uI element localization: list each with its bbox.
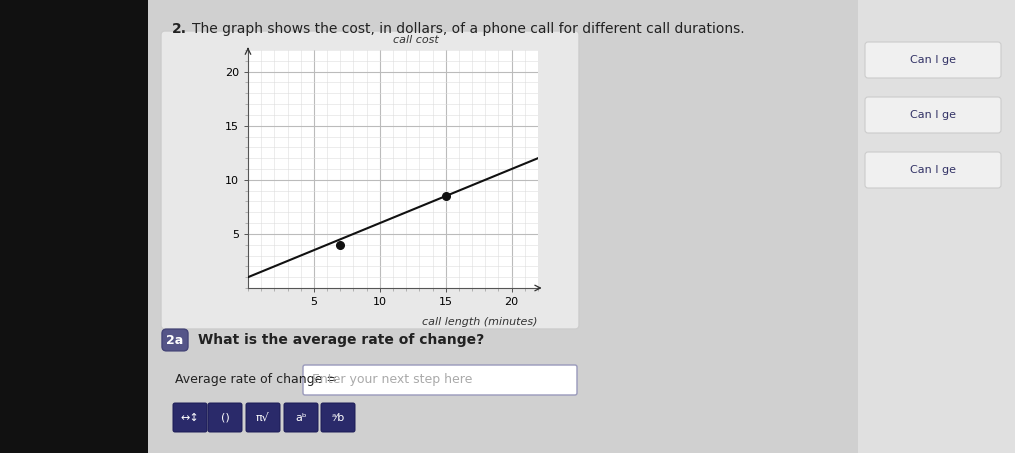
- Text: Average rate of change =: Average rate of change =: [175, 374, 341, 386]
- Text: call length (minutes): call length (minutes): [422, 317, 538, 327]
- Bar: [148, 0, 858, 453]
- Text: What is the average rate of change?: What is the average rate of change?: [198, 333, 484, 347]
- Text: The graph shows the cost, in dollars, of a phone call for different call duratio: The graph shows the cost, in dollars, of…: [192, 22, 745, 36]
- FancyBboxPatch shape: [865, 97, 1001, 133]
- Text: Can I ge: Can I ge: [910, 165, 956, 175]
- Text: aᵇ: aᵇ: [295, 413, 307, 423]
- FancyBboxPatch shape: [284, 403, 318, 432]
- Text: Can I ge: Can I ge: [910, 110, 956, 120]
- Text: π√: π√: [256, 413, 270, 423]
- FancyBboxPatch shape: [865, 152, 1001, 188]
- Text: ↔↕: ↔↕: [181, 413, 199, 423]
- Text: 2.: 2.: [172, 22, 187, 36]
- Text: Enter your next step here: Enter your next step here: [312, 374, 472, 386]
- Bar: [0, 0, 148, 453]
- FancyBboxPatch shape: [865, 42, 1001, 78]
- Text: ᵃ⁄b: ᵃ⁄b: [331, 413, 345, 423]
- FancyBboxPatch shape: [173, 403, 207, 432]
- FancyBboxPatch shape: [161, 31, 579, 329]
- FancyBboxPatch shape: [246, 403, 280, 432]
- Text: 2a: 2a: [166, 333, 184, 347]
- FancyBboxPatch shape: [321, 403, 355, 432]
- Text: call cost: call cost: [393, 35, 438, 45]
- FancyBboxPatch shape: [208, 403, 242, 432]
- FancyBboxPatch shape: [303, 365, 577, 395]
- Bar: [858, 0, 1015, 453]
- Text: Can I ge: Can I ge: [910, 55, 956, 65]
- Text: (): (): [220, 413, 229, 423]
